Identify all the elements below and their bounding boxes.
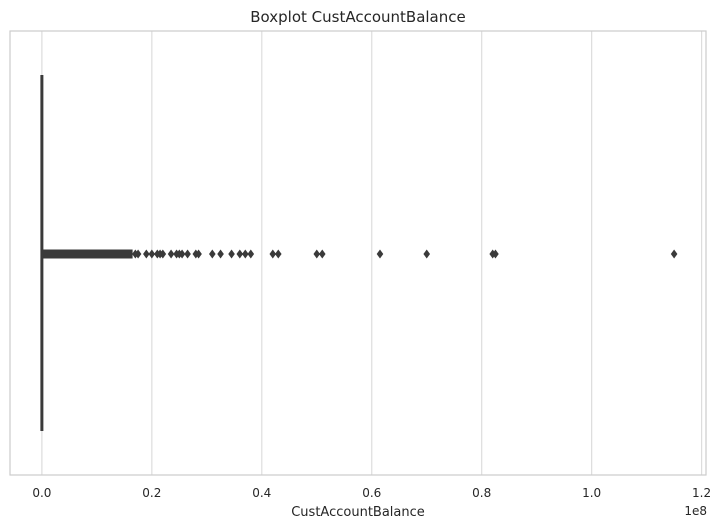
outlier-point bbox=[184, 249, 191, 259]
outlier-point bbox=[148, 249, 156, 259]
x-axis-offset-label: 1e8 bbox=[684, 504, 707, 518]
outlier-point bbox=[241, 249, 249, 259]
outlier-point bbox=[228, 249, 235, 259]
x-tick-label: 0.4 bbox=[252, 486, 271, 500]
outlier-point bbox=[492, 249, 499, 259]
outlier-point bbox=[143, 249, 150, 259]
outlier-point bbox=[209, 249, 216, 259]
x-tick-label: 0.8 bbox=[472, 486, 491, 500]
x-tick-label: 0.0 bbox=[32, 486, 51, 500]
x-tick-label: 1.0 bbox=[582, 486, 601, 500]
outlier-dense-band bbox=[41, 249, 133, 259]
outlier-point bbox=[217, 249, 224, 259]
outlier-point bbox=[670, 249, 678, 259]
outlier-point bbox=[313, 249, 321, 259]
outlier-point bbox=[195, 249, 202, 259]
outlier-point bbox=[134, 249, 142, 259]
outlier-point bbox=[274, 249, 282, 259]
x-tick-label: 1.2 bbox=[692, 486, 711, 500]
x-tick-label: 0.6 bbox=[362, 486, 381, 500]
outlier-point bbox=[318, 249, 326, 259]
x-tick-label: 0.2 bbox=[142, 486, 161, 500]
chart-title: Boxplot CustAccountBalance bbox=[250, 8, 465, 26]
outlier-point bbox=[236, 249, 244, 259]
x-axis-label: CustAccountBalance bbox=[291, 505, 425, 520]
outlier-point bbox=[159, 249, 167, 259]
outlier-point bbox=[247, 249, 255, 259]
outlier-point bbox=[376, 249, 384, 259]
x-tick-labels: 0.0 0.2 0.4 0.6 0.8 1.0 1.2 bbox=[32, 486, 711, 500]
outlier-points bbox=[41, 249, 678, 259]
grid-lines bbox=[41, 31, 703, 475]
outlier-point bbox=[167, 249, 175, 259]
plot-frame bbox=[9, 30, 707, 476]
outlier-point bbox=[423, 249, 431, 259]
outlier-point bbox=[269, 249, 277, 259]
outlier-point bbox=[178, 249, 186, 259]
